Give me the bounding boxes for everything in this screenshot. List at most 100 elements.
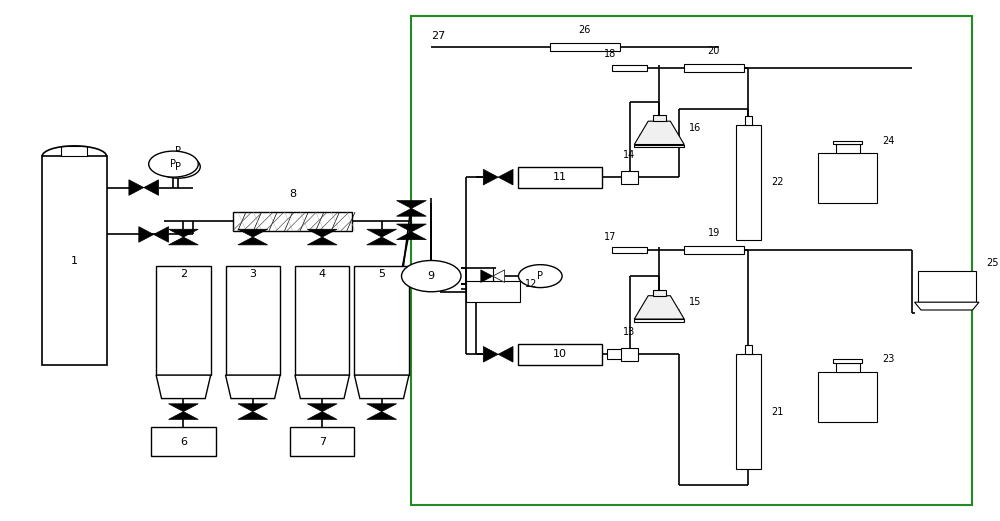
Text: 2: 2 (180, 268, 187, 279)
Polygon shape (397, 232, 426, 240)
Text: 24: 24 (882, 135, 895, 146)
Bar (918, 271, 976, 302)
Polygon shape (483, 169, 498, 185)
Polygon shape (397, 208, 426, 216)
Bar (354, 266, 409, 375)
Text: 21: 21 (771, 406, 783, 417)
Text: 5: 5 (378, 268, 385, 279)
Polygon shape (498, 346, 513, 362)
Bar (745, 116, 752, 125)
Bar (42, 156, 107, 365)
Bar (818, 153, 877, 203)
Text: 25: 25 (986, 258, 999, 268)
Text: 1: 1 (71, 255, 78, 266)
Bar (833, 141, 862, 144)
Text: 7: 7 (319, 437, 326, 446)
Bar (736, 354, 761, 469)
Text: 9: 9 (428, 271, 435, 281)
Text: P: P (175, 146, 181, 156)
Bar (61, 146, 87, 156)
Text: 14: 14 (623, 150, 636, 160)
Polygon shape (634, 121, 684, 144)
Text: 13: 13 (623, 327, 636, 338)
Bar (621, 170, 638, 183)
Bar (836, 363, 860, 372)
Polygon shape (634, 296, 684, 319)
Text: 22: 22 (771, 177, 783, 188)
Bar (745, 345, 752, 354)
Bar (411, 16, 972, 505)
Text: 26: 26 (579, 25, 591, 35)
Polygon shape (129, 180, 144, 195)
Polygon shape (169, 404, 198, 412)
Polygon shape (498, 169, 513, 185)
Polygon shape (367, 229, 397, 237)
Polygon shape (307, 404, 337, 412)
Polygon shape (226, 375, 280, 399)
Text: 23: 23 (882, 354, 895, 365)
Circle shape (157, 155, 200, 178)
Bar (290, 427, 354, 456)
Bar (518, 167, 602, 188)
Polygon shape (367, 237, 397, 245)
Bar (518, 344, 602, 365)
Bar (684, 64, 744, 71)
Bar (607, 349, 627, 359)
Polygon shape (139, 227, 154, 242)
Polygon shape (481, 270, 493, 282)
Bar (612, 65, 647, 71)
Text: 4: 4 (319, 268, 326, 279)
Bar (550, 43, 620, 51)
Circle shape (518, 265, 562, 288)
Text: 20: 20 (708, 46, 720, 56)
Polygon shape (238, 404, 268, 412)
Bar (653, 290, 666, 296)
Polygon shape (238, 412, 268, 419)
Polygon shape (156, 375, 211, 399)
Text: P: P (170, 159, 176, 169)
Text: 10: 10 (553, 349, 567, 359)
Bar (833, 359, 862, 363)
Polygon shape (154, 227, 169, 242)
Text: 3: 3 (249, 268, 256, 279)
Bar (156, 266, 211, 375)
Polygon shape (169, 412, 198, 419)
Polygon shape (367, 412, 397, 419)
Text: 6: 6 (180, 437, 187, 446)
Polygon shape (307, 412, 337, 419)
Circle shape (402, 260, 461, 292)
Polygon shape (493, 270, 505, 282)
Polygon shape (397, 224, 426, 232)
Bar (621, 348, 638, 361)
Bar (684, 246, 744, 254)
Bar (612, 247, 647, 253)
Circle shape (149, 151, 198, 177)
Polygon shape (354, 375, 409, 399)
Polygon shape (144, 180, 159, 195)
Polygon shape (169, 237, 198, 245)
Polygon shape (307, 229, 337, 237)
Polygon shape (307, 237, 337, 245)
Bar (634, 144, 684, 147)
Bar (653, 115, 666, 121)
Polygon shape (238, 229, 268, 237)
Text: 16: 16 (689, 122, 701, 133)
Bar (634, 319, 684, 322)
Text: 27: 27 (431, 31, 445, 42)
Text: 15: 15 (689, 297, 701, 307)
Bar (233, 213, 352, 230)
Bar (151, 427, 216, 456)
Text: P: P (537, 271, 543, 281)
Bar (466, 281, 520, 302)
Bar (836, 144, 860, 153)
Bar (736, 125, 761, 240)
Text: 19: 19 (708, 228, 720, 239)
Text: 11: 11 (553, 172, 567, 182)
Text: P: P (175, 162, 181, 172)
Text: 8: 8 (289, 189, 296, 199)
Polygon shape (295, 375, 349, 399)
Polygon shape (915, 302, 979, 310)
Bar (295, 266, 349, 375)
Polygon shape (483, 346, 498, 362)
Polygon shape (367, 404, 397, 412)
